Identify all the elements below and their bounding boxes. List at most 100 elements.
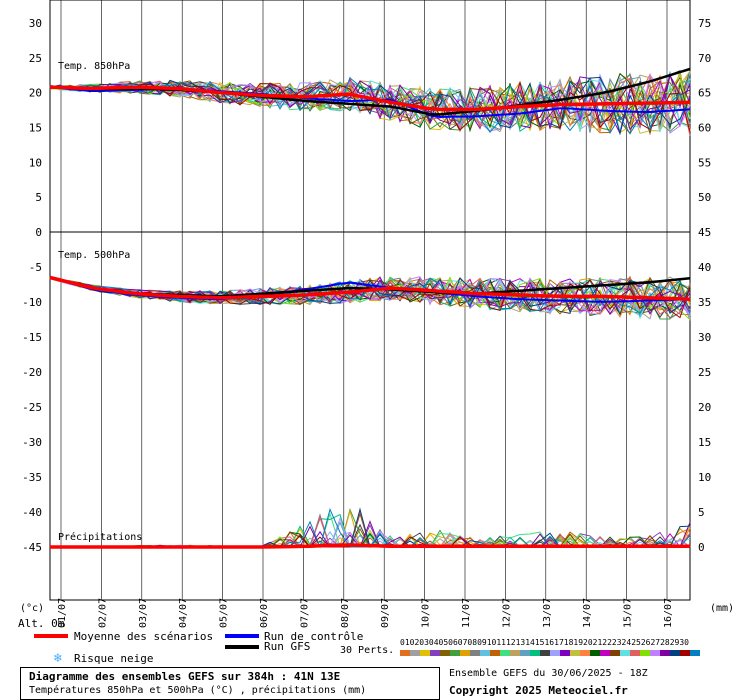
left-tick-label: -15	[22, 331, 42, 344]
right-tick-label: 65	[698, 87, 711, 100]
left-tick-label: 15	[29, 122, 42, 135]
right-tick-label: 10	[698, 471, 711, 484]
pert-color-cell	[470, 650, 480, 656]
footer-box: Diagramme des ensembles GEFS sur 384h : …	[20, 667, 440, 700]
pert-color-cell	[520, 650, 530, 656]
date-tick-label: 02/07	[97, 598, 108, 628]
date-tick-label: 09/07	[380, 598, 391, 628]
date-tick-label: 04/07	[178, 598, 189, 628]
pert-numbers: 0102030405060708091011121314151617181920…	[400, 638, 689, 647]
control-legend-swatch	[225, 634, 259, 638]
date-tick-label: 10/07	[421, 598, 432, 628]
left-tick-label: -30	[22, 436, 42, 449]
footer-title: Diagramme des ensembles GEFS sur 384h : …	[29, 670, 341, 683]
date-tick-label: 12/07	[501, 598, 512, 628]
pert-color-cell	[550, 650, 560, 656]
snowflake-icon: ❄	[54, 651, 62, 666]
pert-color-cell	[460, 650, 470, 656]
altitude-label: Alt. 0m	[18, 617, 65, 630]
precip-label: Précipitations	[58, 531, 142, 543]
pert-color-cell	[660, 650, 670, 656]
left-tick-label: -10	[22, 296, 42, 309]
right-tick-label: 70	[698, 52, 711, 65]
date-tick-label: 07/07	[299, 598, 310, 628]
left-tick-label: 10	[29, 156, 42, 169]
left-tick-label: -25	[22, 401, 42, 414]
gfs-legend-swatch	[225, 645, 259, 649]
gfs-legend-label: Run GFS	[264, 640, 311, 653]
date-tick-label: 11/07	[461, 598, 472, 628]
date-tick-label: 03/07	[138, 598, 149, 628]
pert-color-cell	[560, 650, 570, 656]
pert-color-cell	[450, 650, 460, 656]
right-tick-label: 60	[698, 122, 711, 135]
right-tick-label: 5	[698, 506, 705, 519]
control-legend-label: Run de contrôle	[264, 630, 364, 643]
date-tick-label: 14/07	[582, 598, 593, 628]
copyright: Copyright 2025 Meteociel.fr	[449, 684, 628, 697]
pert-color-cell	[440, 650, 450, 656]
pert-color-cell	[540, 650, 550, 656]
mean-line-precip	[50, 543, 690, 549]
right-tick-label: 20	[698, 401, 711, 414]
left-tick-label: -40	[22, 506, 42, 519]
date-tick-label: 05/07	[219, 598, 230, 628]
right-tick-label: 35	[698, 296, 711, 309]
perts-label: 30 Perts.	[340, 645, 395, 656]
main-series-lines	[49, 67, 691, 549]
left-tick-label: 25	[29, 52, 42, 65]
pert-line-850	[49, 73, 691, 135]
pert-color-cell	[490, 650, 500, 656]
date-tick-label: 06/07	[259, 598, 270, 628]
left-tick-label: -5	[29, 261, 42, 274]
pert-color-cell	[480, 650, 490, 656]
right-tick-label: 55	[698, 156, 711, 169]
pert-color-cell	[620, 650, 630, 656]
pert-color-cell	[590, 650, 600, 656]
date-tick-label: 08/07	[340, 598, 351, 628]
pert-color-cell	[640, 650, 650, 656]
perturbation-lines	[49, 69, 691, 549]
footer-subtitle: Températures 850hPa et 500hPa (°C) , pré…	[29, 685, 367, 696]
mean-legend-label: Moyenne des scénarios	[74, 630, 214, 643]
left-tick-label: 5	[35, 191, 42, 204]
right-tick-label: 15	[698, 436, 711, 449]
right-tick-label: 30	[698, 331, 711, 344]
right-tick-label: 0	[698, 541, 705, 554]
pert-color-cell	[570, 650, 580, 656]
right-tick-label: 50	[698, 191, 711, 204]
pert-color-cell	[410, 650, 420, 656]
right-tick-label: 45	[698, 226, 711, 239]
snow-legend-label: Risque neige	[74, 652, 154, 665]
left-tick-label: -35	[22, 471, 42, 484]
pert-color-cell	[500, 650, 510, 656]
date-tick-label: 01/07	[57, 598, 68, 628]
pert-color-cell	[650, 650, 660, 656]
pert-color-cell	[530, 650, 540, 656]
right-tick-label: 75	[698, 17, 711, 30]
date-tick-label: 15/07	[623, 598, 634, 628]
pert-color-cell	[400, 650, 410, 656]
left-tick-label: -20	[22, 366, 42, 379]
t850-label: Temp. 850hPa	[58, 61, 130, 72]
pert-color-cell	[610, 650, 620, 656]
t500-label: Temp. 500hPa	[58, 250, 130, 261]
left-tick-label: 20	[29, 87, 42, 100]
pert-color-cell	[510, 650, 520, 656]
date-tick-label: 13/07	[542, 598, 553, 628]
mean-line-850	[49, 85, 691, 112]
pert-color-cell	[420, 650, 430, 656]
pert-color-cell	[680, 650, 690, 656]
pert-color-cell	[580, 650, 590, 656]
pert-color-cell	[600, 650, 610, 656]
pert-color-cell	[670, 650, 680, 656]
right-unit-label: (mm)	[710, 603, 734, 614]
left-tick-label: 30	[29, 17, 42, 30]
mean-line-500	[49, 275, 691, 301]
pert-line-850	[49, 74, 691, 134]
right-tick-label: 40	[698, 261, 711, 274]
left-tick-label: 0	[35, 226, 42, 239]
pert-color-cell	[630, 650, 640, 656]
